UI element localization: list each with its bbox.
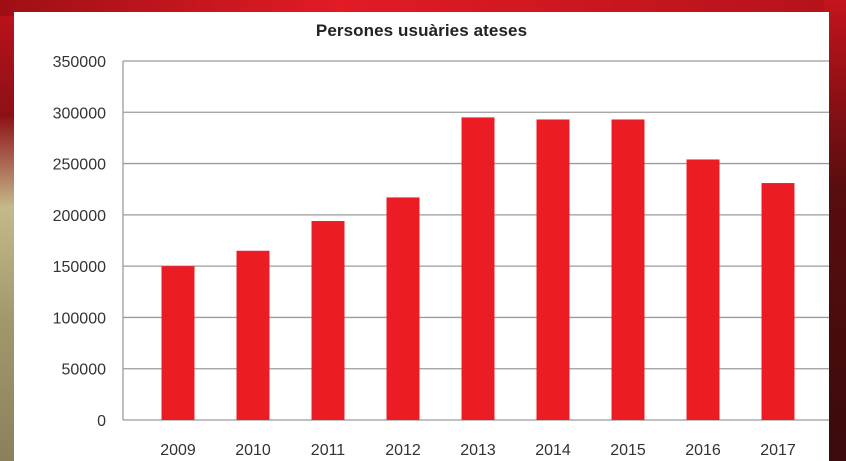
x-tick-label: 2012 [385, 442, 421, 459]
x-tick-label: 2013 [460, 442, 496, 459]
x-tick-label: 2014 [535, 442, 571, 459]
bar-2011 [311, 221, 345, 420]
bar-chart: 0 50000 100000 150000 200000 250000 300000 3500… [53, 54, 829, 459]
bar-2016 [686, 159, 720, 420]
x-axis-tick-labels: 2009 2010 2011 2012 2013 2014 2015 2016 2017 [160, 442, 796, 459]
y-axis-tick-labels: 0 50000 100000 150000 200000 250000 300000 3500… [53, 54, 106, 430]
y-tick-label: 150000 [53, 259, 106, 276]
bar-2015 [611, 119, 645, 421]
x-tick-label: 2017 [760, 442, 796, 459]
y-tick-label: 0 [97, 413, 106, 430]
y-tick-label: 300000 [53, 105, 106, 122]
x-tick-label: 2009 [160, 442, 196, 459]
bar-2010 [236, 250, 270, 420]
x-tick-label: 2016 [685, 442, 721, 459]
bar-2009 [161, 266, 195, 420]
x-tick-label: 2011 [311, 442, 346, 459]
y-tick-label: 50000 [62, 362, 107, 379]
x-tick-label: 2015 [610, 442, 646, 459]
bar-2012 [386, 197, 420, 420]
y-tick-label: 250000 [53, 157, 106, 174]
y-tick-label: 100000 [53, 310, 106, 327]
y-tick-label: 350000 [53, 54, 106, 71]
bar-2013 [461, 117, 495, 421]
bar-2014 [536, 119, 570, 421]
y-tick-label: 200000 [53, 208, 106, 225]
background-photo-right [824, 0, 846, 461]
x-tick-label: 2010 [235, 442, 271, 459]
bar-2017 [761, 183, 795, 420]
chart-panel: Persones usuàries ateses 0 50000 100000 150… [14, 12, 829, 461]
chart-title: Persones usuàries ateses [315, 21, 528, 40]
bars [161, 117, 795, 421]
